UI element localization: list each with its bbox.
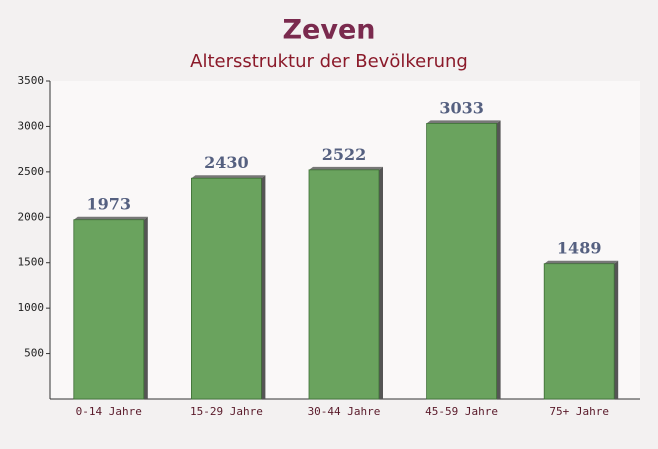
x-tick-label: 0-14 Jahre (76, 405, 142, 418)
bar-shadow (614, 260, 619, 399)
bar (426, 123, 498, 400)
x-tick-label: 15-29 Jahre (190, 405, 263, 418)
y-tick-label: 2500 (18, 165, 45, 178)
y-tick-label: 500 (24, 347, 44, 360)
value-label: 1489 (557, 239, 602, 258)
x-tick-label: 30-44 Jahre (308, 405, 381, 418)
bar (73, 219, 145, 400)
y-tick-label: 3000 (18, 119, 45, 132)
bar-shadow-top (426, 120, 501, 124)
bar (543, 263, 615, 400)
bar-shadow-top (191, 175, 266, 179)
chart-subtitle: Altersstruktur der Bevölkerung (190, 51, 468, 72)
y-tick-label: 1500 (18, 256, 45, 269)
x-tick-label: 45-59 Jahre (425, 405, 498, 418)
value-label: 2430 (204, 153, 249, 172)
chart-title: Zeven (282, 15, 375, 46)
value-label: 3033 (439, 98, 484, 117)
bar-shadow-top (309, 166, 383, 170)
bar (308, 169, 380, 400)
y-tick-label: 3500 (18, 74, 45, 87)
value-label: 2522 (322, 145, 367, 164)
bar-shadow (143, 216, 148, 399)
bar-shadow (496, 120, 501, 399)
bar (190, 177, 262, 400)
bar-shadow (261, 175, 266, 399)
bar-shadow-top (544, 260, 619, 264)
value-label: 1973 (87, 195, 132, 214)
bar-shadow-top (73, 216, 148, 220)
y-tick-label: 2000 (18, 210, 45, 223)
y-tick-label: 1000 (18, 301, 45, 314)
x-tick-label: 75+ Jahre (549, 405, 609, 418)
bar-shadow (379, 166, 383, 399)
